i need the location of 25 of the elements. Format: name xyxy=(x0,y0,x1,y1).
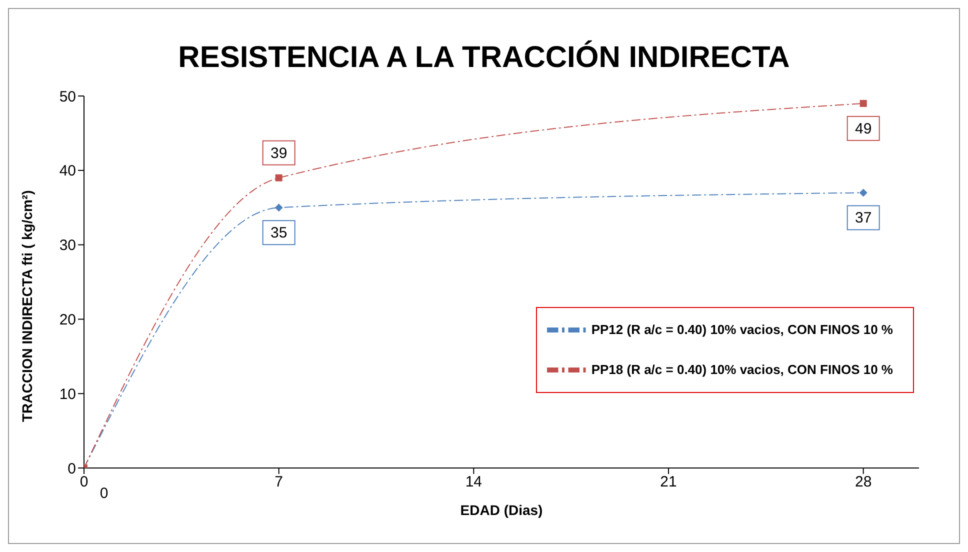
point xyxy=(274,204,283,212)
data-label: 0 xyxy=(100,485,108,502)
data-label: 37 xyxy=(854,210,872,227)
legend-label: PP18 (R a/c = 0.40) 10% vacios, CON FINOS 10 % xyxy=(591,362,893,378)
y-tick-label: 30 xyxy=(59,237,76,254)
y-tick-label: 50 xyxy=(59,88,76,106)
chart-title: RESISTENCIA A LA TRACCIÓN INDIRECTA xyxy=(177,41,791,75)
legend-label: PP12 (R a/c = 0.40) 10% vacios, CON FINOS 10 % xyxy=(591,322,893,338)
x-tick-label: 7 xyxy=(274,474,284,491)
point xyxy=(859,188,868,197)
data-label: 49 xyxy=(854,120,872,138)
point xyxy=(275,174,282,182)
x-tick-label: 14 xyxy=(465,474,482,491)
point xyxy=(860,100,867,107)
x-tick-label: 28 xyxy=(854,474,872,491)
y-axis-title: TRACCION INDIRECTA fti ( kg/cm²) xyxy=(18,190,35,422)
y-tick-label: 20 xyxy=(59,312,76,329)
y-tick-label: 10 xyxy=(59,386,76,403)
x-tick-label: 21 xyxy=(660,474,677,491)
x-axis-title: EDAD (Dias) xyxy=(460,502,543,518)
x-tick-label: 0 xyxy=(80,474,88,491)
data-label: 39 xyxy=(270,144,288,162)
y-tick-label: 0 xyxy=(68,460,76,478)
data-label: 35 xyxy=(270,224,288,242)
y-tick-label: 40 xyxy=(59,162,76,180)
